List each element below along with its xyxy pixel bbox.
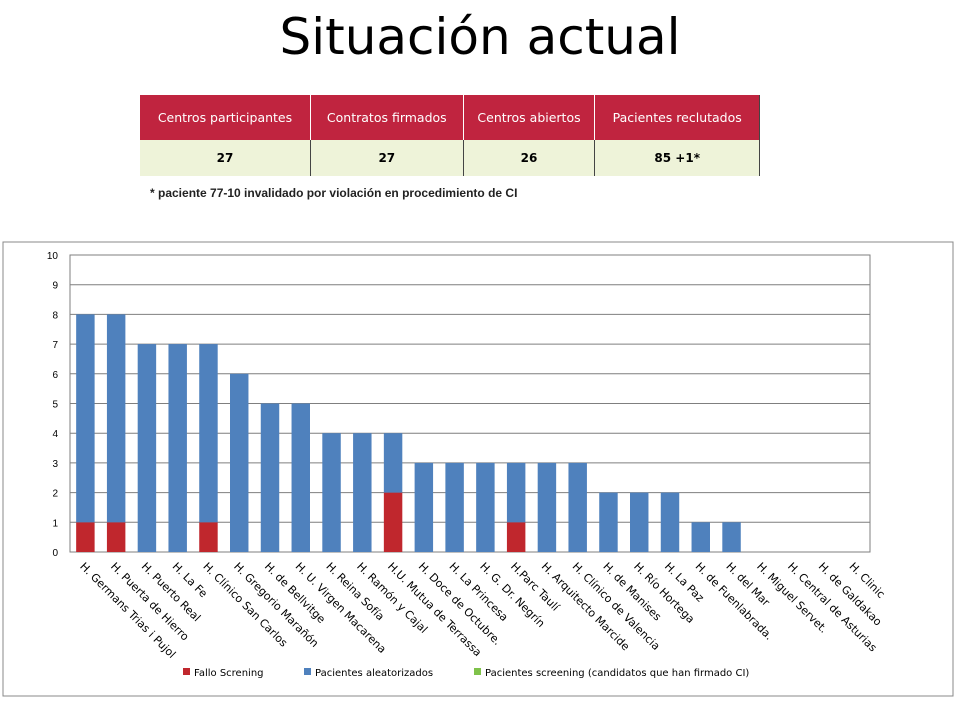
bar-segment [506, 522, 526, 552]
bar-segment [106, 314, 126, 523]
bar-segment [199, 522, 218, 552]
value-pacientes-reclutados: 85 +1* [594, 140, 760, 176]
legend-swatch [474, 668, 481, 675]
bar-segment [76, 314, 95, 523]
summary-value-row: 27 27 26 85 +1* [140, 140, 760, 176]
bar-segment [691, 522, 710, 552]
bar-segment [291, 403, 310, 552]
y-tick-label: 10 [47, 251, 59, 262]
header-centros-participantes: Centros participantes [140, 95, 311, 140]
y-tick-label: 0 [52, 548, 58, 559]
bar-segment [353, 433, 372, 552]
header-pacientes-reclutados: Pacientes reclutados [594, 95, 760, 140]
y-tick-label: 4 [52, 429, 58, 440]
value-contratos-firmados: 27 [310, 140, 464, 176]
value-centros-abiertos: 26 [463, 140, 596, 176]
bar-segment [722, 522, 741, 552]
bar-segment [106, 522, 126, 552]
bar-segment [476, 462, 495, 552]
legend-label: Fallo Screning [194, 668, 264, 679]
bar-segment [260, 403, 280, 552]
header-contratos-firmados: Contratos firmados [310, 95, 464, 140]
bar-segment [630, 492, 649, 552]
legend-label: Pacientes aleatorizados [315, 668, 433, 679]
plot-area [69, 254, 871, 553]
legend-swatch [304, 668, 311, 675]
summary-table: Centros participantes Contratos firmados… [140, 95, 760, 176]
bar-segment [230, 373, 249, 552]
y-tick-label: 2 [52, 489, 58, 500]
legend-label: Pacientes screening (candidatos que han … [485, 668, 749, 679]
bar-segment [445, 462, 464, 552]
y-tick-label: 9 [52, 281, 58, 292]
y-tick-label: 3 [52, 459, 58, 470]
y-tick-label: 5 [52, 400, 58, 411]
bar-segment [599, 492, 618, 552]
bar-segment [414, 462, 434, 552]
y-tick-label: 7 [52, 340, 58, 351]
bar-segment [76, 522, 95, 552]
bar-segment [322, 433, 341, 552]
bar-segment [537, 462, 557, 552]
bar-segment [199, 344, 218, 523]
y-tick-label: 1 [52, 518, 58, 529]
value-centros-participantes: 27 [140, 140, 311, 176]
bar-segment [168, 344, 187, 552]
bar-segment [660, 492, 680, 552]
page-title: Situación actual [279, 8, 681, 66]
summary-header-row: Centros participantes Contratos firmados… [140, 95, 760, 140]
y-tick-label: 8 [52, 310, 58, 321]
legend-swatch [183, 668, 190, 675]
bar-segment [137, 344, 157, 552]
y-tick-label: 6 [52, 370, 58, 381]
bar-segment [383, 433, 403, 493]
bar-segment [383, 492, 403, 552]
header-centros-abiertos: Centros abiertos [463, 95, 596, 140]
footnote: * paciente 77-10 invalidado por violació… [150, 186, 518, 200]
bar-segment [506, 462, 526, 523]
bar-segment [568, 462, 587, 552]
